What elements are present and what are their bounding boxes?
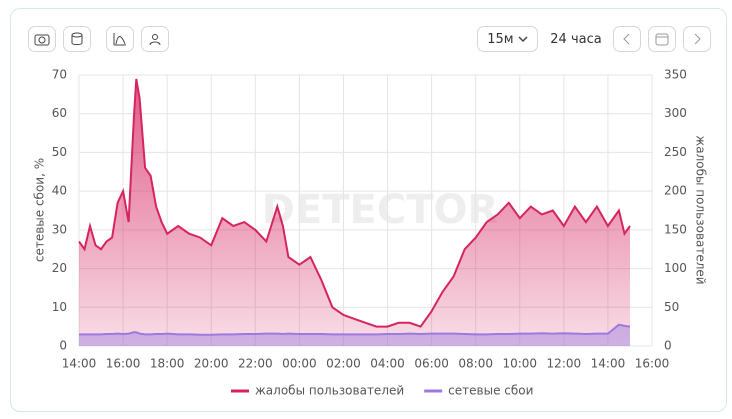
y-tick-label: 60 <box>52 106 67 120</box>
x-tick-label: 02:00 <box>326 357 361 371</box>
x-tick-label: 14:00 <box>62 357 97 371</box>
interval-select[interactable]: 15м <box>477 26 538 52</box>
x-tick-label: 16:00 <box>635 357 670 371</box>
prev-button[interactable] <box>613 26 641 52</box>
y-tick-label: 10 <box>52 300 67 314</box>
x-tick-label: 00:00 <box>282 357 317 371</box>
card <box>10 8 727 412</box>
y2-axis-title: жалобы пользователей <box>694 135 708 284</box>
interval: 15м <box>487 31 514 47</box>
x-tick-label: 10:00 <box>502 357 537 371</box>
y-tick-label: 0 <box>59 339 67 353</box>
line <box>78 78 631 328</box>
legend-label: жалобы пользователей <box>255 384 404 398</box>
x-tick-label: 04:00 <box>370 357 405 371</box>
area <box>79 78 630 347</box>
calendar-button[interactable] <box>648 26 676 52</box>
y-axis-title: сетевые сбои, % <box>33 158 47 262</box>
watermark: DETECTOR <box>262 187 499 233</box>
y-tick-label: 70 <box>52 68 67 82</box>
y-tick-label: 40 <box>52 184 67 198</box>
x-tick-label: 06:00 <box>414 357 449 371</box>
database-button[interactable] <box>63 26 91 52</box>
y2-tick-label: 200 <box>664 184 687 198</box>
legend-label: сетевые сбои <box>448 384 533 398</box>
camera-button[interactable] <box>28 26 56 52</box>
x-tick-label: 18:00 <box>150 357 185 371</box>
x-tick-label: 14:00 <box>591 357 626 371</box>
x-tick-label: 08:00 <box>458 357 493 371</box>
x-tick-label: 16:00 <box>106 357 141 371</box>
x-tick-label: 12:00 <box>547 357 582 371</box>
user-button[interactable] <box>141 26 169 52</box>
y-tick-label: 20 <box>52 261 67 275</box>
y2-tick-label: 0 <box>664 339 672 353</box>
y2-tick-label: 100 <box>664 261 687 275</box>
next-button[interactable] <box>683 26 711 52</box>
y2-tick-label: 300 <box>664 106 687 120</box>
line <box>79 323 631 336</box>
x-tick-label: 20:00 <box>194 357 229 371</box>
x-tick-label: 22:00 <box>238 357 273 371</box>
period[interactable]: 24 часа <box>546 26 606 52</box>
chart-button[interactable] <box>106 26 134 52</box>
y2-tick-label: 250 <box>664 145 687 159</box>
y2-tick-label: 50 <box>664 300 679 314</box>
y2-tick-label: 150 <box>664 222 687 236</box>
y-tick-label: 50 <box>52 145 67 159</box>
y-tick-label: 30 <box>52 222 67 236</box>
y2-tick-label: 350 <box>664 68 687 82</box>
